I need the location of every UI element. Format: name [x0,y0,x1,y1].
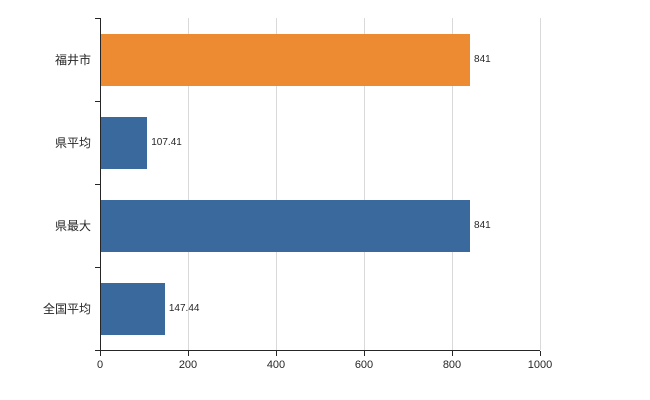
category-label: 県平均 [54,135,91,150]
y-tick-mark [95,17,100,19]
x-tick-mark [363,351,365,356]
gridline [187,18,189,350]
bar-県平均 [100,116,148,169]
x-tick-label: 600 [354,359,374,371]
gridline [363,18,365,350]
x-tick-mark [451,351,453,356]
y-tick-mark [95,100,100,102]
gridline [275,18,277,350]
value-label: 107.41 [151,136,182,148]
category-label: 福井市 [54,52,91,67]
value-label: 841 [474,53,491,65]
x-tick-label: 1000 [527,359,553,371]
y-tick-mark [95,349,100,351]
x-tick-label: 400 [266,359,286,371]
x-tick-label: 800 [442,359,462,371]
bar-福井市 [100,33,471,86]
x-tick-mark [187,351,189,356]
category-label: 全国平均 [42,301,91,316]
bar-全国平均 [100,282,165,335]
x-tick-label: 200 [178,359,198,371]
category-label: 県最大 [54,218,91,233]
bar-県最大 [100,199,471,252]
y-axis [100,18,101,351]
value-label: 841 [474,219,491,231]
x-tick-mark [99,351,101,356]
x-tick-mark [275,351,277,356]
x-axis [100,350,540,351]
gridline [451,18,453,350]
y-tick-mark [95,266,100,268]
x-tick-label: 0 [96,359,104,371]
gridline [539,18,541,350]
y-tick-mark [95,183,100,185]
x-tick-mark [539,351,541,356]
value-label: 147.44 [168,302,200,314]
